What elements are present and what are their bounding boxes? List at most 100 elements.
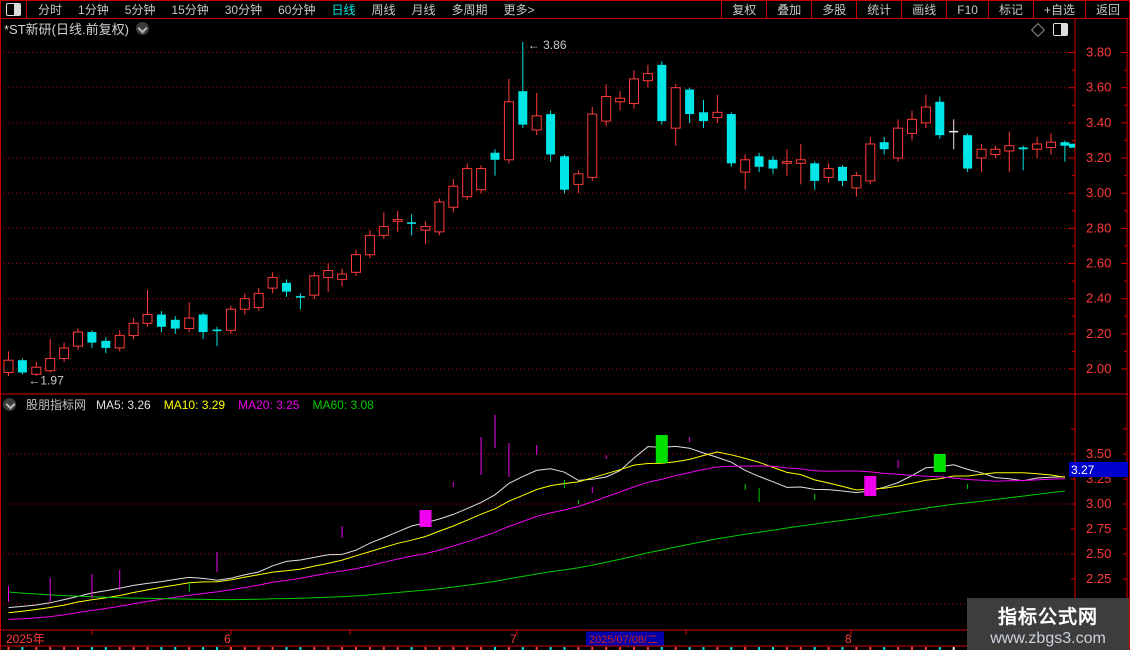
period-tab-11[interactable]: 更多> xyxy=(503,3,535,17)
action-menu: 复权 叠加 多股 统计 画线 F10 标记 +自选 返回 xyxy=(721,1,1130,18)
candle-body xyxy=(170,319,180,329)
candle-body xyxy=(768,159,778,169)
period-tabs: 分时 1分钟 5分钟 15分钟 30分钟 60分钟 日线 周线 月线 多周期 更多> xyxy=(27,1,721,18)
period-tab-7[interactable]: 日线 xyxy=(331,3,356,17)
period-tab-8[interactable]: 周线 xyxy=(371,3,396,17)
candle-body xyxy=(351,254,361,273)
layout-toggle-button[interactable] xyxy=(0,1,27,18)
svg-text:2.60: 2.60 xyxy=(1086,256,1111,271)
candle-body xyxy=(225,308,236,331)
svg-text:2.50: 2.50 xyxy=(1086,546,1111,561)
time-axis-label: 7 xyxy=(510,632,517,646)
candle-body xyxy=(531,115,542,131)
action-button-6[interactable]: F10 xyxy=(946,1,988,18)
candle-body xyxy=(615,97,626,103)
action-button-5[interactable]: 画线 xyxy=(901,1,946,18)
candle-body xyxy=(45,357,56,372)
selected-date-label: 2025/07/08/二 xyxy=(589,634,658,646)
svg-text:2.00: 2.00 xyxy=(1086,361,1111,376)
svg-text:3.27: 3.27 xyxy=(1071,463,1095,477)
action-button-8[interactable]: +自选 xyxy=(1032,1,1085,18)
action-button-9[interactable]: 返回 xyxy=(1084,1,1130,18)
time-axis: 2025年 6 7 8 2025/07/08/二 xyxy=(0,629,1128,647)
candle-body xyxy=(560,156,569,190)
candle-body xyxy=(712,111,723,119)
candle-body xyxy=(629,78,639,105)
stock-title: *ST新研(日线.前复权) xyxy=(4,22,129,37)
low-price-annotation: ←1.97 xyxy=(28,373,64,387)
action-button-4[interactable]: 统计 xyxy=(856,1,901,18)
signal-block xyxy=(419,510,432,527)
period-tab-1[interactable]: 分时 xyxy=(38,3,63,17)
candle-body xyxy=(1046,141,1056,148)
candle-body xyxy=(657,64,667,122)
last-price-tick xyxy=(1069,143,1075,148)
action-button-1[interactable]: 复权 xyxy=(721,1,766,18)
svg-text:3.50: 3.50 xyxy=(1086,446,1111,461)
period-tab-3[interactable]: 5分钟 xyxy=(124,3,156,17)
candle-body xyxy=(282,282,291,292)
candle-body xyxy=(781,161,792,164)
action-button-2[interactable]: 叠加 xyxy=(766,1,811,18)
indicator-name: 股朋指标网 xyxy=(26,398,87,412)
candle-body xyxy=(184,317,195,330)
candle-body xyxy=(879,142,889,150)
candle-body xyxy=(476,168,487,191)
svg-text:2.25: 2.25 xyxy=(1086,571,1111,586)
split-pane-icon xyxy=(5,3,21,16)
candle-body xyxy=(434,201,445,233)
candle-body xyxy=(699,112,708,122)
action-button-3[interactable]: 多股 xyxy=(811,1,856,18)
candle-body xyxy=(59,347,70,359)
candle-body xyxy=(670,87,681,129)
svg-text:3.60: 3.60 xyxy=(1086,80,1111,95)
candles-group[interactable] xyxy=(3,42,1070,377)
period-tab-6[interactable]: 60分钟 xyxy=(278,3,316,17)
period-toolbar: 分时 1分钟 5分钟 15分钟 30分钟 60分钟 日线 周线 月线 多周期 更多> 复权 叠加 多股统… xyxy=(0,0,1130,19)
candle-body xyxy=(1032,143,1043,150)
ma60-line xyxy=(8,490,1065,601)
candle-body xyxy=(963,135,973,169)
candle-body xyxy=(907,118,917,134)
diamond-marker-icon[interactable] xyxy=(1030,22,1046,37)
ma-label-3: MA20: 3.25 xyxy=(238,397,300,412)
candle-body xyxy=(1018,147,1028,150)
signal-blocks xyxy=(8,415,969,602)
ma-legend: MA5: 3.26 MA10: 3.29 MA20: 3.25 MA60: 3.08 xyxy=(96,398,374,412)
candle-body xyxy=(490,152,500,160)
candle-body xyxy=(503,101,514,161)
candle-body xyxy=(323,270,334,279)
candle-body xyxy=(101,340,111,348)
action-button-7[interactable]: 标记 xyxy=(987,1,1033,18)
indicator-collapse-icon[interactable] xyxy=(3,398,16,411)
period-tab-9[interactable]: 月线 xyxy=(411,3,436,17)
pane-layout-icon[interactable] xyxy=(1053,23,1068,36)
candle-body xyxy=(156,314,166,327)
ma-label-2: MA10: 3.29 xyxy=(163,397,226,412)
period-tab-4[interactable]: 15分钟 xyxy=(171,3,209,17)
indicator-price-label: 3.27 xyxy=(1069,462,1128,477)
svg-text:3.20: 3.20 xyxy=(1086,150,1111,165)
svg-text:2.40: 2.40 xyxy=(1086,291,1111,306)
candle-body xyxy=(740,159,751,173)
svg-text:2.80: 2.80 xyxy=(1086,220,1111,235)
candle-body xyxy=(87,332,97,343)
candle-body xyxy=(754,156,764,167)
candle-body xyxy=(810,163,820,181)
candle-body xyxy=(448,185,459,208)
signal-block xyxy=(864,476,877,496)
candle-body xyxy=(364,234,375,256)
candle-body xyxy=(267,277,278,289)
chevron-down-icon[interactable] xyxy=(135,22,149,35)
period-tab-2[interactable]: 1分钟 xyxy=(78,3,109,17)
candle-body xyxy=(114,335,125,349)
period-tab-5[interactable]: 30分钟 xyxy=(224,3,263,17)
candle-body xyxy=(546,114,556,155)
candle-body xyxy=(1060,142,1070,146)
ma-lines xyxy=(8,445,1065,620)
selected-date-box xyxy=(586,631,664,646)
period-tab-10[interactable]: 多周期 xyxy=(451,3,488,17)
candle-body xyxy=(309,275,320,296)
